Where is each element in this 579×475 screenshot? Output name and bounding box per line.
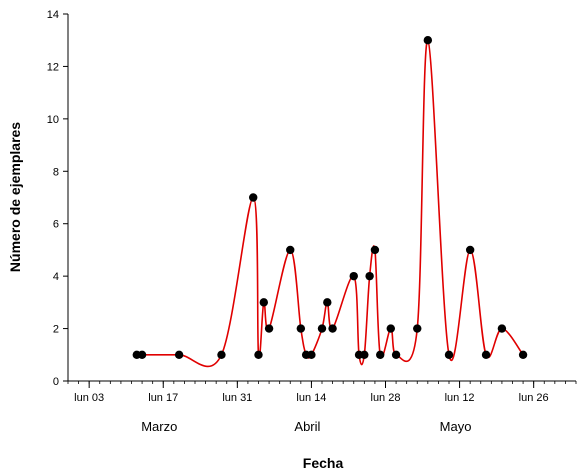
month-label: Abril bbox=[294, 419, 320, 434]
data-point-8 bbox=[286, 245, 295, 255]
data-point-23 bbox=[413, 324, 422, 333]
month-label: Mayo bbox=[440, 419, 472, 434]
data-point-11 bbox=[307, 350, 316, 359]
x-tick-label: lun 17 bbox=[148, 392, 178, 404]
data-point-4 bbox=[249, 193, 258, 202]
y-tick-label: 4 bbox=[53, 271, 59, 283]
y-tick-label: 8 bbox=[53, 166, 59, 178]
y-tick-label: 12 bbox=[47, 61, 59, 73]
data-point-25 bbox=[444, 350, 454, 359]
series-0-curve bbox=[136, 39, 524, 368]
month-label: Marzo bbox=[141, 419, 177, 434]
x-tick-label: lun 12 bbox=[445, 392, 475, 404]
data-point-6 bbox=[259, 298, 268, 307]
axes bbox=[63, 13, 577, 388]
axis-labels: 0 2 4 6 8 10 12 14 lun 03 lun 17 lun 31 lun 14 lun 2… bbox=[47, 9, 549, 434]
data-point-17 bbox=[360, 350, 369, 359]
data-point-20 bbox=[376, 350, 385, 359]
data-point-2 bbox=[174, 350, 184, 359]
y-tick-label: 10 bbox=[47, 114, 59, 126]
data-point-9 bbox=[296, 324, 306, 333]
data-point-27 bbox=[481, 350, 491, 359]
data-point-29 bbox=[518, 350, 528, 359]
data-point-26 bbox=[465, 245, 475, 255]
data-point-5 bbox=[254, 350, 263, 359]
y-axis-title: Número de ejemplares bbox=[7, 122, 23, 272]
x-tick-label: lun 28 bbox=[371, 392, 401, 404]
data-point-7 bbox=[264, 324, 274, 333]
y-tick-label: 6 bbox=[53, 219, 59, 231]
series-curve-layer bbox=[136, 39, 524, 368]
x-tick-label: lun 31 bbox=[222, 392, 252, 404]
data-point-28 bbox=[497, 324, 507, 333]
data-point-12 bbox=[317, 324, 327, 333]
data-point-22 bbox=[391, 350, 401, 359]
x-axis-title: Fecha bbox=[303, 455, 344, 471]
y-tick-label: 0 bbox=[53, 376, 59, 388]
data-point-14 bbox=[328, 324, 337, 333]
y-tick-label: 2 bbox=[53, 324, 59, 336]
data-point-3 bbox=[217, 350, 226, 359]
data-points bbox=[132, 36, 528, 359]
data-point-18 bbox=[365, 271, 374, 281]
x-tick-label: lun 14 bbox=[296, 392, 326, 404]
data-point-19 bbox=[370, 245, 380, 255]
data-point-13 bbox=[323, 298, 332, 307]
x-tick-label: lun 03 bbox=[74, 392, 104, 404]
y-tick-label: 14 bbox=[47, 9, 59, 21]
data-point-15 bbox=[349, 271, 358, 281]
data-point-21 bbox=[386, 324, 395, 333]
data-point-24 bbox=[423, 36, 433, 45]
data-point-1 bbox=[137, 350, 147, 359]
x-tick-label: lun 26 bbox=[519, 392, 549, 404]
